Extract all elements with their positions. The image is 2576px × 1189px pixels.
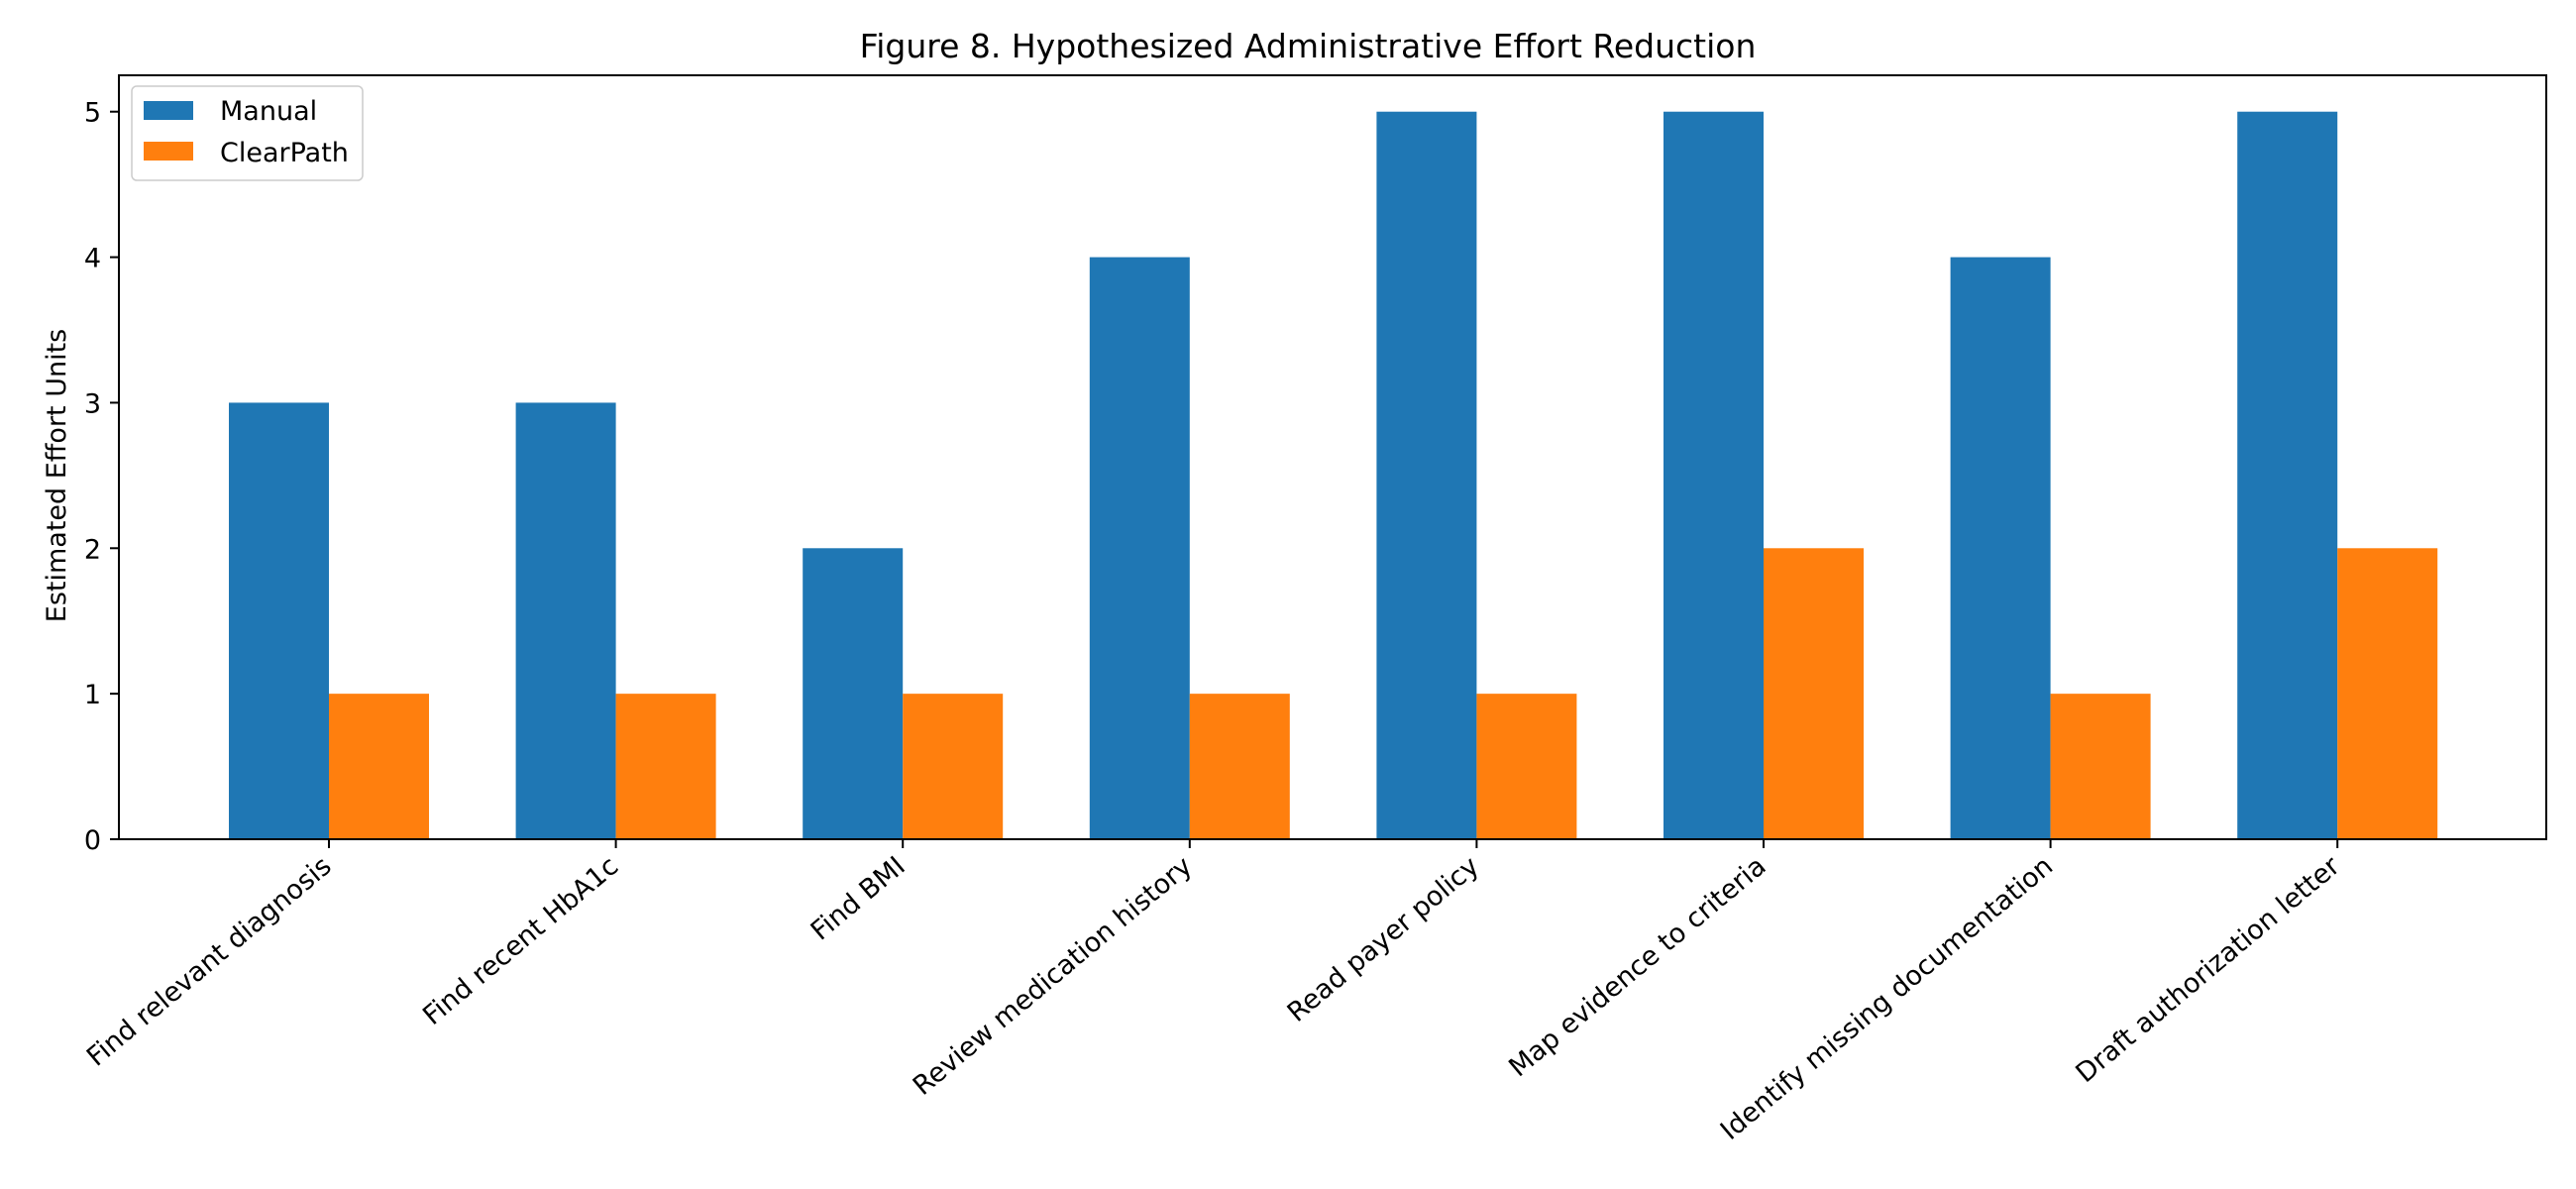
bar-clearpath-7 bbox=[2050, 694, 2151, 839]
y-tick-label: 0 bbox=[84, 825, 101, 856]
bar-manual-2 bbox=[515, 402, 616, 839]
bar-clearpath-1 bbox=[329, 694, 429, 839]
bar-clearpath-8 bbox=[2337, 548, 2438, 839]
y-axis-label: Estimated Effort Units bbox=[42, 329, 72, 622]
bar-manual-7 bbox=[1950, 257, 2051, 840]
bar-manual-6 bbox=[1664, 111, 1764, 839]
y-axis-ticks: 0 1 2 3 4 5 bbox=[84, 98, 119, 856]
y-tick-label: 5 bbox=[84, 98, 101, 129]
bar-manual-5 bbox=[1376, 111, 1477, 839]
legend-swatch-clearpath bbox=[144, 142, 193, 161]
bars bbox=[229, 111, 2438, 840]
bar-clearpath-6 bbox=[1764, 548, 1864, 839]
y-tick-label: 4 bbox=[84, 244, 101, 274]
bar-clearpath-4 bbox=[1189, 694, 1290, 839]
legend-label-clearpath: ClearPath bbox=[220, 138, 349, 168]
bar-manual-4 bbox=[1089, 257, 1190, 840]
bar-manual-3 bbox=[803, 548, 904, 839]
legend-label-manual: Manual bbox=[220, 96, 317, 127]
y-tick-label: 2 bbox=[84, 534, 101, 565]
y-tick-label: 3 bbox=[84, 388, 101, 419]
legend: Manual ClearPath bbox=[131, 85, 364, 181]
bar-clearpath-5 bbox=[1476, 694, 1577, 839]
plot-frame bbox=[118, 74, 2547, 840]
bar-manual-8 bbox=[2237, 111, 2338, 839]
y-tick-label: 1 bbox=[84, 680, 101, 710]
bar-manual-1 bbox=[229, 402, 329, 839]
chart-title: Figure 8. Hypothesized Administrative Ef… bbox=[860, 27, 1757, 65]
bar-clearpath-3 bbox=[903, 694, 1004, 839]
legend-swatch-manual bbox=[144, 101, 193, 120]
bar-clearpath-2 bbox=[615, 694, 716, 839]
